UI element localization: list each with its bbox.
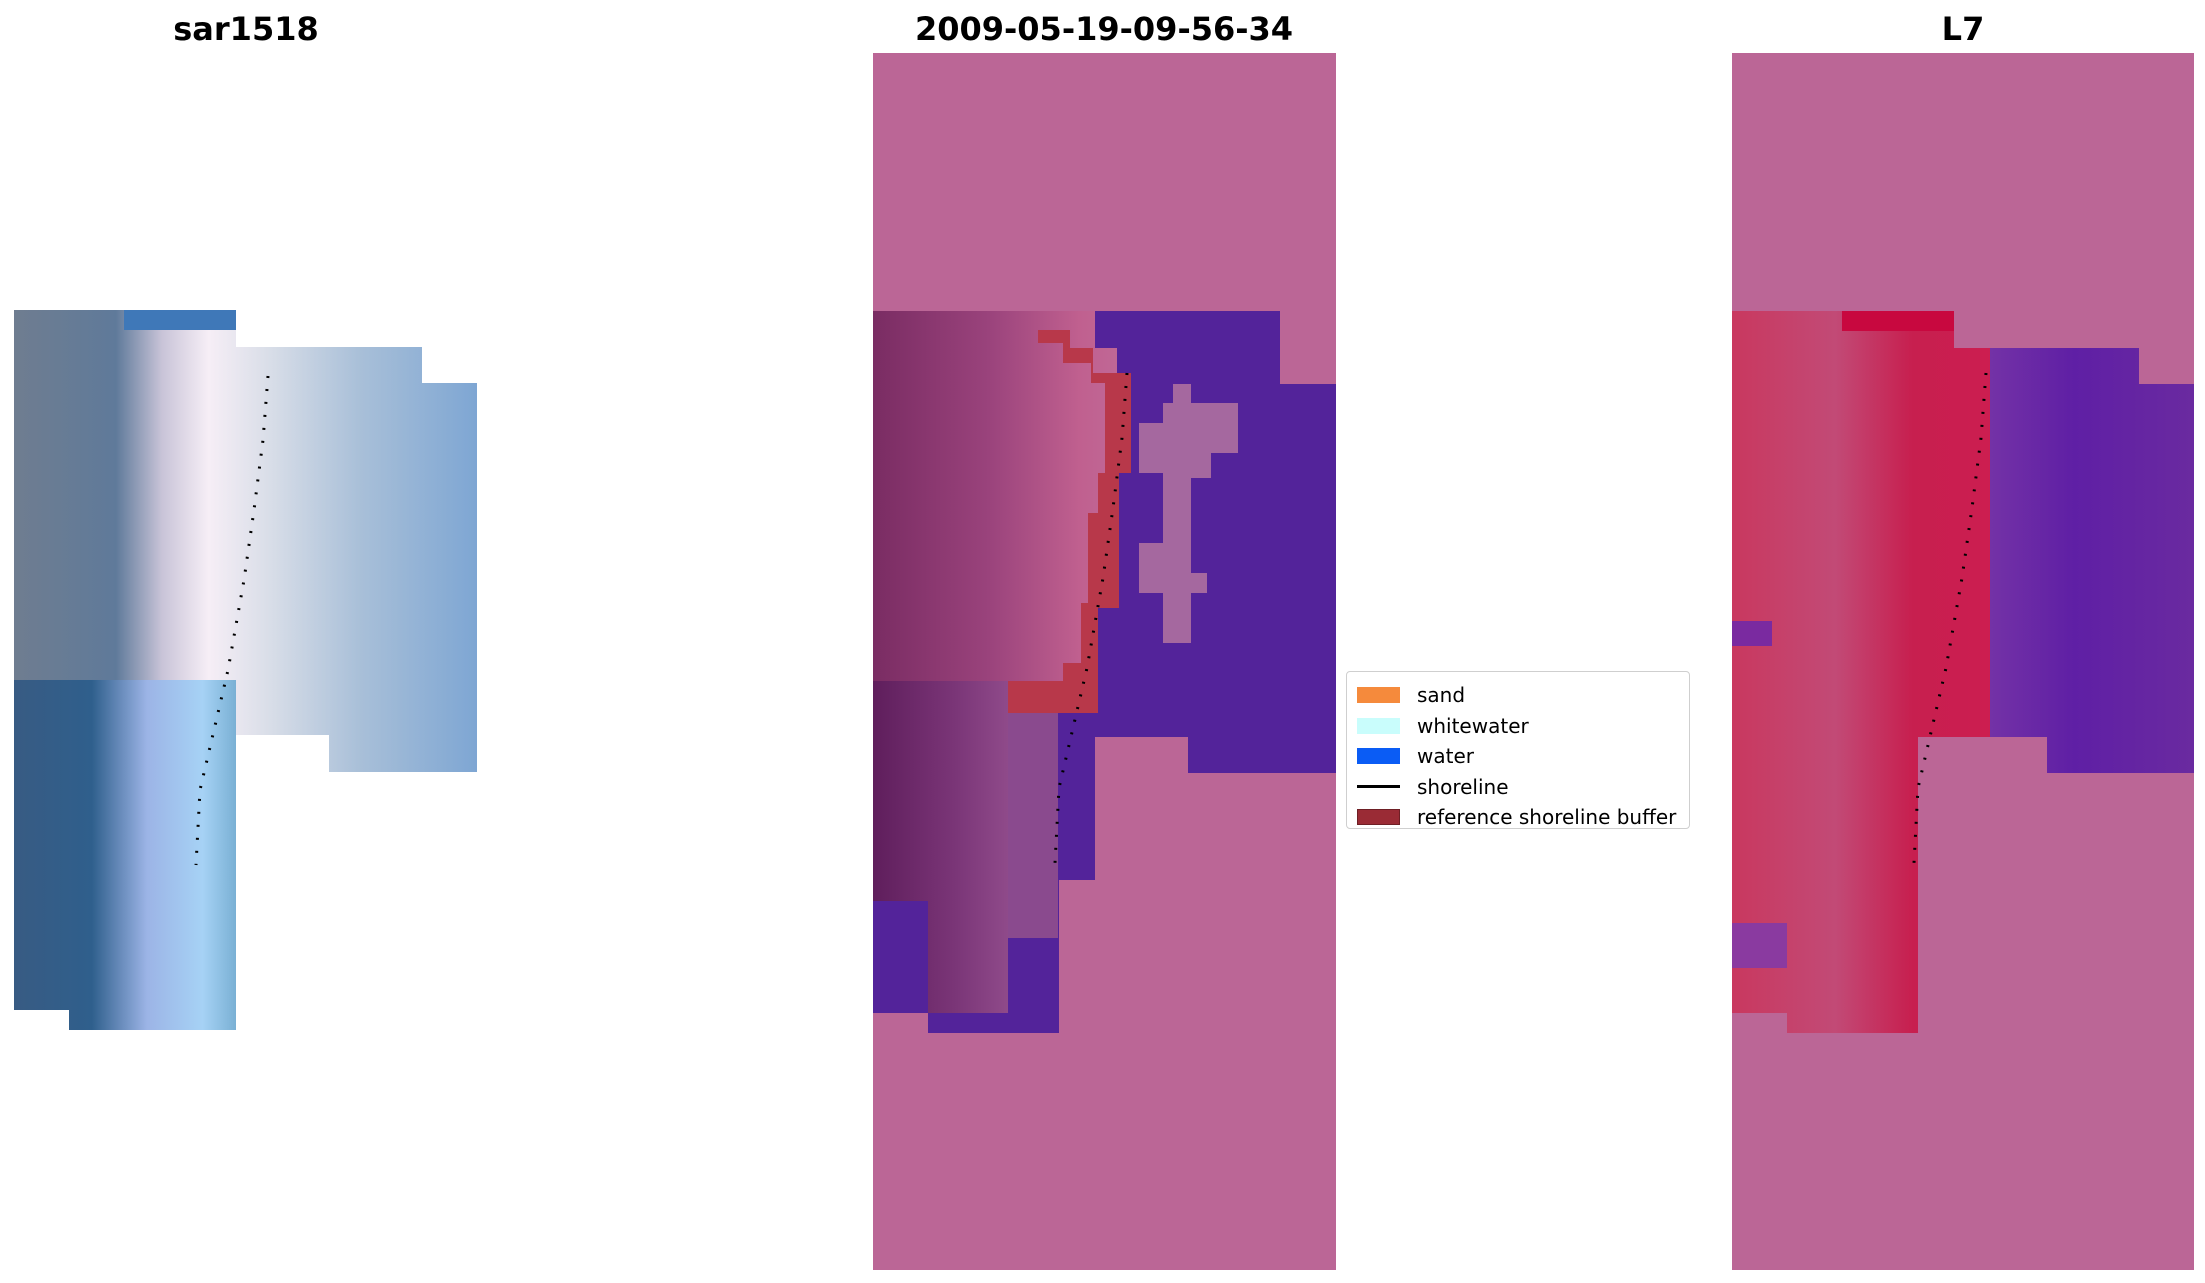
panel-title-index: L7: [1941, 10, 1985, 48]
legend-swatch-reference-buffer: [1357, 809, 1400, 826]
legend: sand whitewater water shoreline referenc…: [1346, 671, 1690, 829]
rgb-lower-gap: [14, 1010, 69, 1030]
legend-item-reference-buffer: reference shoreline buffer: [1357, 802, 1679, 833]
water-inlet: [873, 901, 928, 1013]
index-lower-gap: [1732, 1013, 1787, 1033]
legend-swatch-sand: [1357, 687, 1400, 704]
index-top-strip: [1842, 311, 1954, 331]
legend-swatch-whitewater: [1357, 717, 1400, 734]
legend-item-whitewater: whitewater: [1357, 711, 1679, 742]
legend-label-whitewater: whitewater: [1417, 713, 1529, 738]
index-image-panel: [1732, 53, 2194, 1270]
legend-item-sand: sand: [1357, 680, 1679, 711]
rgb-lower-water: [14, 680, 236, 1030]
legend-label-reference-buffer: reference shoreline buffer: [1417, 805, 1677, 830]
rgb-image-panel: [14, 310, 477, 1030]
rgb-top-water-strip: [124, 310, 236, 330]
index-land: [1732, 311, 1990, 1033]
lower-gap: [873, 1013, 928, 1033]
index-inlet: [1732, 621, 1772, 646]
index-water: [1954, 348, 2194, 773]
index-inlet-2: [1732, 923, 1787, 968]
legend-item-shoreline: shoreline: [1357, 772, 1679, 803]
sand-patch: [1139, 384, 1238, 643]
classified-image-panel: [873, 53, 1336, 1270]
panel-title-rgb: sar1518: [173, 10, 319, 48]
legend-line-shoreline: [1357, 785, 1400, 789]
reference-buffer: [987, 330, 1131, 713]
lower-land-2: [1008, 713, 1058, 938]
legend-item-water: water: [1357, 741, 1679, 772]
legend-label-sand: sand: [1417, 683, 1466, 708]
legend-swatch-water: [1357, 748, 1400, 765]
panel-title-classified: 2009-05-19-09-56-34: [914, 10, 1294, 48]
sand-region: [873, 311, 1131, 693]
legend-label-water: water: [1417, 744, 1474, 769]
legend-label-shoreline: shoreline: [1417, 774, 1509, 799]
